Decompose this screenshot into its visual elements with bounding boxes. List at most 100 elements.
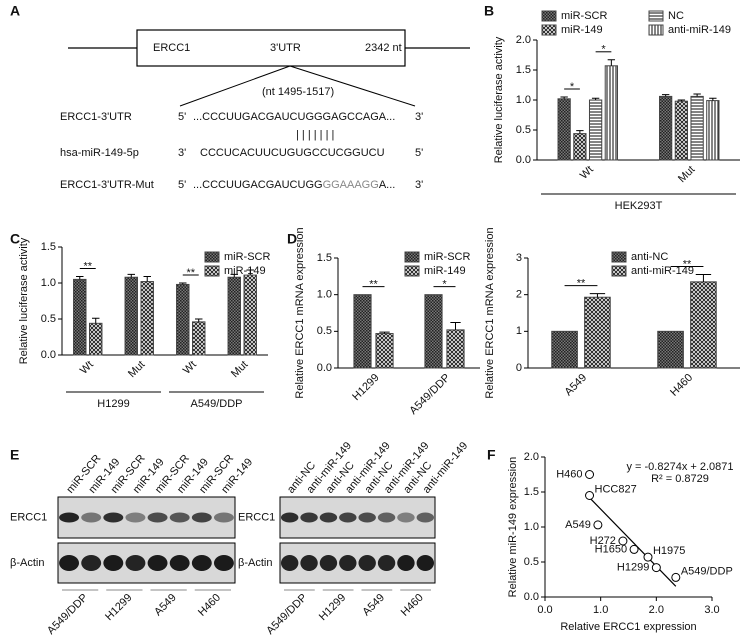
utr-box (136, 29, 406, 67)
y-tick-label: 0.0 (317, 362, 332, 374)
error-bar (450, 322, 461, 330)
group-label: HEK293T (615, 200, 663, 212)
blot-band (339, 512, 357, 523)
y-tick-label: 0.0 (516, 154, 531, 166)
group-label: A549 (360, 592, 387, 619)
blot-band (213, 555, 234, 571)
y-tick-label: 0.5 (524, 556, 539, 568)
equation: y = -0.8274x + 2.0871 (626, 461, 733, 473)
blot-band (81, 555, 102, 571)
error-bar (246, 269, 254, 276)
group-label: A549 (152, 592, 179, 619)
y-tick-label: 1.0 (524, 521, 539, 533)
sequence-part: ...CCCUUGACGAUCUGG (193, 179, 323, 191)
error-bar (576, 130, 584, 134)
legend-swatch (648, 24, 664, 36)
y-tick-label: 0 (516, 362, 522, 374)
point (643, 552, 653, 562)
blot-band (397, 555, 415, 571)
blot-band (377, 512, 396, 523)
bar (353, 294, 372, 369)
blot-band (59, 512, 80, 523)
legend-swatch (541, 10, 557, 22)
bar (657, 330, 684, 369)
point-label: A549 (565, 519, 591, 531)
y-tick-label: 2 (516, 289, 522, 301)
legend-label: miR-149 (224, 265, 266, 277)
legend-swatch (204, 265, 220, 277)
bar (659, 95, 673, 161)
row-end: 5' (415, 147, 423, 159)
bar (588, 99, 603, 161)
y-tick-label: 1.0 (516, 94, 531, 106)
gene-name: ERCC1 (153, 42, 190, 54)
sequence: CCCUCACUUCUGUGCCUCGGUCU (200, 147, 385, 159)
y-tick-label: 3 (516, 252, 522, 264)
blot-band (191, 555, 212, 571)
y-axis-label: Relative ERCC1 mRNA expression (294, 227, 306, 398)
x-tick-label: 1.0 (593, 604, 608, 616)
y-tick-label: 1.0 (317, 289, 332, 301)
x-tick-label: 3.0 (704, 604, 719, 616)
error-bar (693, 93, 701, 97)
point-label: A549/DDP (681, 565, 733, 577)
x-tick-label: Mut (229, 359, 250, 380)
y-tick-label: 0.5 (516, 124, 531, 136)
sequence: ...CCCUUGACGAUCUGGGAGCCAGA... (193, 111, 395, 123)
blot-band (300, 555, 318, 571)
blot-band (213, 512, 234, 523)
y-tick-label: 1 (516, 325, 522, 337)
x-tick-label: 0.0 (537, 604, 552, 616)
utr-diagram: ERCC1 3'UTR 2342 nt (nt 1495-1517) | | |… (68, 29, 470, 141)
group-label: A549/DDP (191, 398, 243, 410)
group-label: H460 (196, 592, 223, 619)
point-label: H1299 (617, 562, 649, 574)
error-bar (127, 273, 136, 278)
zoom-line (289, 65, 416, 107)
error-bar (589, 293, 606, 298)
blot-band (59, 555, 80, 571)
region-name: 3'UTR (270, 42, 301, 54)
blot-band (169, 555, 190, 571)
y-tick-label: 0.5 (41, 313, 56, 325)
blot-band (169, 512, 190, 523)
blot-band (103, 555, 124, 571)
significance-label: * (601, 44, 606, 56)
row-end: 5' (178, 179, 186, 191)
bar (446, 329, 465, 369)
legend-label: miR-SCR (561, 10, 607, 22)
row-name: ERCC1-3'UTR (60, 111, 132, 123)
row-name: ERCC1-3'UTR-Mut (60, 179, 154, 191)
equation: R² = 0.8729 (651, 473, 709, 485)
bar (192, 321, 206, 356)
group-label: A549/DDP (264, 592, 309, 637)
panel-label: F (487, 447, 496, 463)
blot-row-label: ERCC1 (238, 511, 275, 523)
point-label: H460 (556, 468, 582, 480)
legend-swatch (541, 24, 557, 36)
blot-band (416, 555, 435, 571)
legend-swatch (611, 265, 627, 277)
y-tick-label: 1.5 (317, 252, 332, 264)
blot-row-label: ERCC1 (10, 511, 47, 523)
y-tick-label: 0.0 (41, 349, 56, 361)
bar (243, 274, 257, 356)
blot-band (416, 512, 435, 523)
bar (690, 95, 704, 161)
group-label: A549/DDP (45, 592, 90, 637)
y-tick-label: 1.5 (516, 64, 531, 76)
sequence-part: A... (379, 179, 396, 191)
significance-label: ** (186, 267, 195, 279)
bar (227, 276, 241, 356)
legend-swatch (404, 251, 420, 263)
legend-label: miR-SCR (424, 251, 470, 263)
error-bar (661, 94, 670, 97)
x-axis-label: Relative ERCC1 expression (560, 621, 696, 633)
y-tick-label: 0.5 (317, 325, 332, 337)
error-bar (230, 273, 239, 278)
point-label: H1975 (653, 545, 685, 557)
sequence: ...CCCUUGACGAUCUGGGGAAAGGA... (193, 179, 395, 191)
bar (375, 333, 394, 369)
y-tick-label: 1.5 (524, 486, 539, 498)
